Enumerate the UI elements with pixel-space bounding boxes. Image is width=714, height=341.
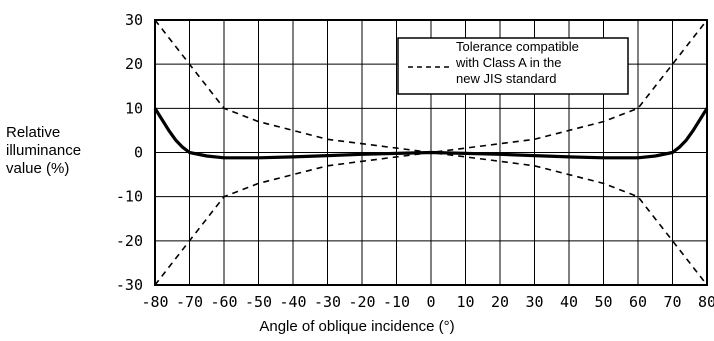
- y-axis-label: Relative illuminance value (%): [6, 124, 106, 178]
- x-tick-label: 10: [456, 293, 474, 311]
- x-tick-label: -80: [141, 293, 168, 311]
- x-tick-label: 50: [594, 293, 612, 311]
- x-tick-label: 20: [491, 293, 509, 311]
- x-tick-labels: -80 -70 -60 -50 -40 -30 -20 -10 0 10 20 30 40 50 60 70 8…: [141, 293, 714, 311]
- x-tick-label: -40: [279, 293, 306, 311]
- series-line-3: [154, 19, 708, 286]
- y-axis-label-line-2: illuminance: [6, 142, 82, 159]
- x-tick-label: -30: [314, 293, 341, 311]
- legend-box: [397, 37, 629, 95]
- series-lines: [153, 19, 709, 286]
- plot-frame: [154, 19, 708, 286]
- x-tick-label: 60: [629, 293, 647, 311]
- x-axis-label: Angle of oblique incidence (°): [259, 318, 455, 335]
- legend-line-2: with Class A in the: [455, 55, 562, 70]
- y-tick-label: -30: [116, 276, 143, 294]
- x-tick-label: 30: [525, 293, 543, 311]
- x-tick-label: -70: [176, 293, 203, 311]
- x-tick-label: -50: [245, 293, 272, 311]
- legend-line-3: new JIS standard: [456, 71, 556, 86]
- x-tick-label: 80: [698, 293, 714, 311]
- x-tick-label: 40: [560, 293, 578, 311]
- x-tick-label: -60: [210, 293, 237, 311]
- legend-line-1: Tolerance compatible: [456, 39, 579, 54]
- y-tick-label: 30: [125, 11, 143, 29]
- x-tick-label: 70: [663, 293, 681, 311]
- y-tick-label: 20: [125, 55, 143, 73]
- x-tick-label: -10: [383, 293, 410, 311]
- y-tick-label: 10: [125, 99, 143, 117]
- y-tick-labels: 30 20 10 0 -10 -20 -30: [116, 11, 143, 294]
- x-tick-label: -20: [348, 293, 375, 311]
- y-axis-label-line-1: Relative: [6, 124, 61, 141]
- legend: Tolerance compatible with Class A in the…: [397, 37, 629, 95]
- y-tick-label: -20: [116, 232, 143, 250]
- y-tick-label: 0: [134, 144, 143, 162]
- y-tick-label: -10: [116, 188, 143, 206]
- x-tick-label: 0: [426, 293, 435, 311]
- y-axis-label-line-3: value (%): [6, 160, 70, 177]
